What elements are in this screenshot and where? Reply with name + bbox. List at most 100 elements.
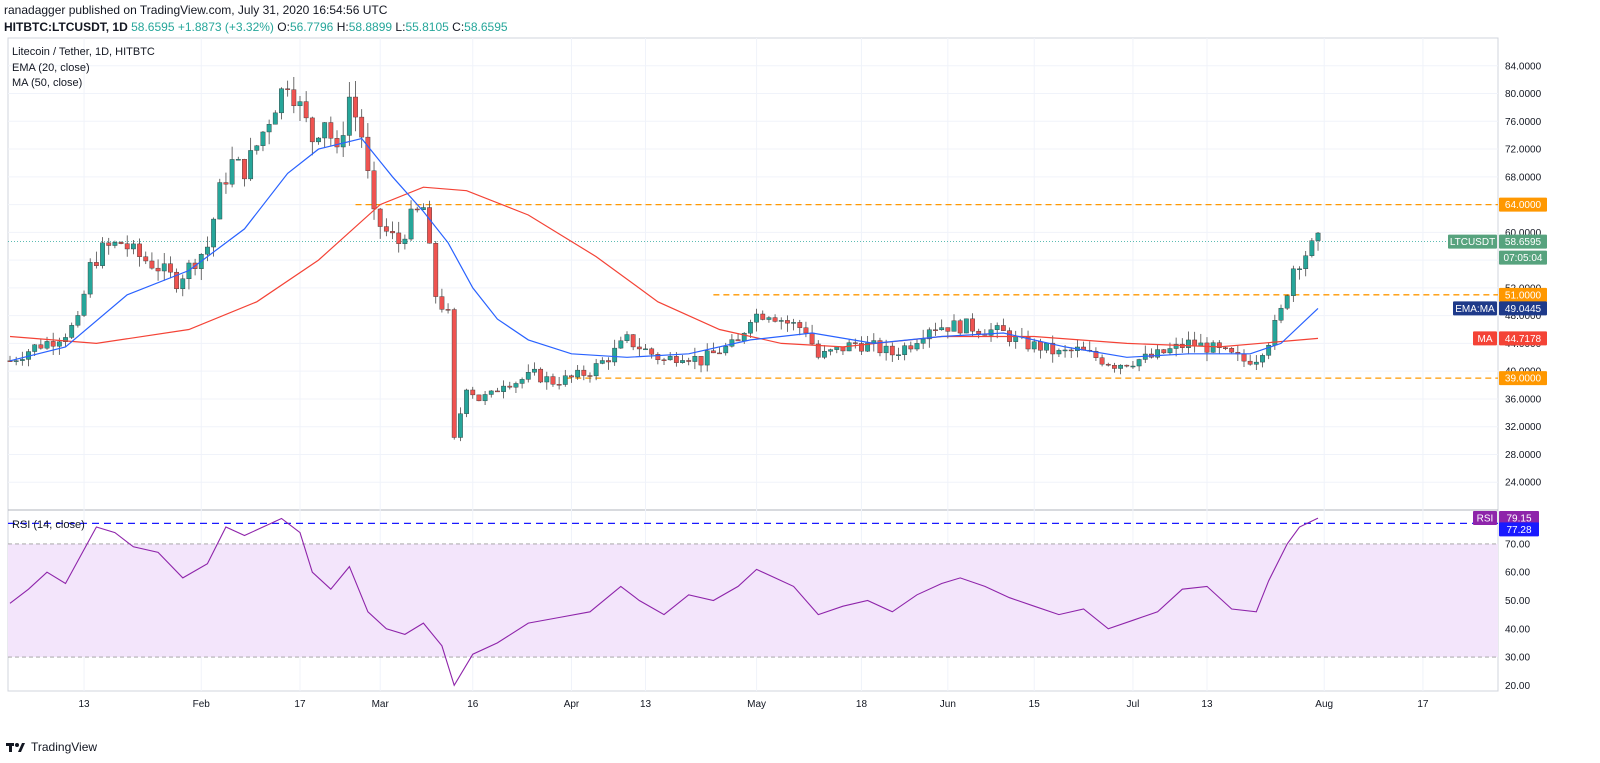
candle-body — [1198, 342, 1204, 347]
candle-body — [408, 208, 414, 240]
candle-body — [1136, 359, 1142, 367]
candle-body — [476, 394, 482, 402]
candle-body — [1161, 349, 1167, 354]
candle-body — [1192, 339, 1198, 347]
candle-body — [130, 243, 136, 250]
price-tick-label: 68.0000 — [1505, 172, 1542, 183]
candle-body — [1000, 325, 1006, 331]
candle-body — [63, 337, 68, 343]
price-levels — [8, 203, 1498, 379]
level-tag-bg — [1499, 371, 1547, 386]
candle-body — [970, 318, 975, 332]
price-tick-label: 36.0000 — [1505, 394, 1542, 405]
candle-body — [1186, 339, 1191, 348]
countdown-tag: 07:05:04 — [1504, 253, 1543, 264]
candle-body — [32, 344, 38, 352]
candle-body — [205, 246, 210, 255]
candle-body — [575, 369, 581, 378]
time-tick-label: 17 — [294, 699, 306, 710]
candle-body — [797, 322, 803, 328]
candle-body — [155, 267, 161, 272]
candle-body — [599, 360, 605, 364]
candle-body — [248, 150, 254, 180]
candle-body — [673, 356, 679, 363]
candle-body — [785, 320, 790, 324]
candle-body — [229, 159, 235, 185]
candle-body — [877, 340, 883, 354]
candle-body — [822, 351, 827, 358]
time-tick-label: 13 — [640, 699, 652, 710]
candle-body — [963, 318, 969, 334]
candle-body — [896, 354, 901, 356]
time-tick-label: 18 — [856, 699, 868, 710]
candle-body — [414, 208, 420, 211]
price-tick-label: 60.0000 — [1505, 228, 1542, 239]
rsi-value-tag: 79.15 — [1506, 514, 1531, 525]
symbol-label: HITBTC:LTCUSDT, 1D — [4, 20, 128, 34]
price-tick-label: 32.0000 — [1505, 422, 1542, 433]
candle-body — [371, 170, 377, 210]
candle-body — [550, 376, 556, 385]
candle-body — [914, 343, 920, 350]
rsi-band — [8, 543, 1498, 658]
open-value: 56.7796 — [289, 20, 334, 34]
ma-label-tag: MA — [1478, 334, 1493, 345]
candle-body — [266, 124, 272, 133]
ma-value-tag-bg — [1499, 331, 1547, 346]
candle-body — [365, 136, 371, 171]
candle-body — [137, 243, 142, 257]
time-axis[interactable]: 13 Feb 17 Mar 16 Apr 13 May 18 Jun 15 Jul 13 Aug 17 — [78, 699, 1428, 710]
time-tick-label: 13 — [78, 699, 90, 710]
candle-body — [69, 325, 75, 338]
candle-body — [1105, 363, 1111, 366]
candle-body — [809, 332, 815, 345]
candle-body — [279, 88, 284, 114]
candle-body — [525, 372, 531, 380]
candle-body — [519, 379, 525, 384]
candle-body — [1260, 355, 1265, 363]
level-tag-bg — [1499, 197, 1547, 212]
candle-body — [883, 345, 889, 354]
legend-rsi[interactable]: RSI (14, close) — [12, 519, 85, 531]
candle-body — [328, 122, 334, 139]
price-tick-label: 76.0000 — [1505, 117, 1542, 128]
candle-body — [513, 383, 519, 388]
candle-body — [606, 360, 611, 363]
chart-header: ranadagger published on TradingView.com,… — [4, 2, 508, 36]
rsi-label-tag-bg — [1473, 511, 1497, 526]
rsi-line — [9, 517, 1319, 687]
candle-body — [445, 309, 451, 311]
candle-body — [112, 242, 118, 246]
candle-body — [760, 313, 766, 320]
rsi-tick-label: 20.00 — [1505, 681, 1530, 692]
candle-body — [13, 360, 19, 362]
time-tick-label: Feb — [193, 699, 211, 710]
candle-body — [1068, 349, 1074, 352]
price-tick-label: 72.0000 — [1505, 145, 1542, 156]
level-tag: 64.0000 — [1505, 200, 1542, 211]
candle-body — [118, 242, 124, 244]
legend-title[interactable]: Litecoin / Tether, 1D, HITBTC — [12, 46, 155, 58]
legend-ma[interactable]: MA (50, close) — [12, 77, 82, 89]
price-tick-label: 48.0000 — [1505, 311, 1542, 322]
candle-body — [581, 369, 587, 376]
candle-body — [778, 320, 784, 322]
high-value: 58.8899 — [348, 20, 393, 34]
candle-body — [1223, 347, 1228, 349]
candle-body — [451, 309, 457, 438]
candle-body — [1056, 350, 1062, 355]
candle-body — [556, 384, 562, 386]
candle-body — [1099, 357, 1105, 365]
tradingview-logo-icon — [6, 743, 25, 752]
publisher-line: ranadagger published on TradingView.com,… — [4, 3, 388, 17]
candle-body — [698, 356, 704, 366]
footer-brand[interactable]: TradingView — [6, 740, 97, 754]
candle-body — [56, 341, 62, 347]
candle-body — [507, 385, 513, 388]
legend-ema[interactable]: EMA (20, close) — [12, 62, 90, 74]
ema-value-tag: 49.0445 — [1505, 304, 1542, 315]
candle-body — [680, 360, 685, 363]
price-change: +1.8873 (+3.32%) — [177, 20, 274, 34]
candle-body — [340, 135, 346, 148]
last-price-tag: 58.6595 — [1505, 237, 1542, 248]
